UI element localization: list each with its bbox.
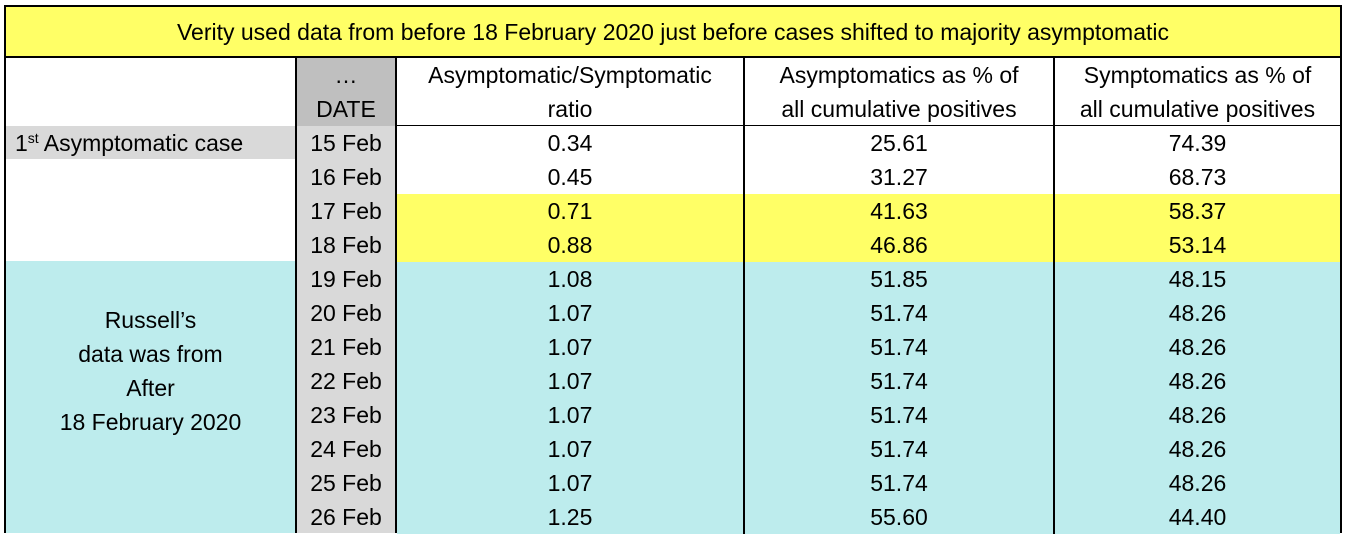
table-row: 0.34 25.61 74.39 xyxy=(397,126,1340,160)
ratio-cell: 1.08 xyxy=(397,262,745,296)
ratio-cell: 1.07 xyxy=(397,296,745,330)
symptomatic-percent-cell: 74.39 xyxy=(1055,126,1340,160)
date-header-ellipsis: … xyxy=(334,62,358,88)
symptomatic-percent-cell: 53.14 xyxy=(1055,228,1340,262)
symptomatic-percent-cell: 48.15 xyxy=(1055,262,1340,296)
date-column-header: … DATE xyxy=(297,58,395,126)
header-asym-line2: all cumulative positives xyxy=(781,96,1017,122)
asymptomatic-percent-cell: 31.27 xyxy=(745,160,1055,194)
header-sym-line2: all cumulative positives xyxy=(1079,96,1316,122)
russell-note-line: Russell’s xyxy=(104,307,197,333)
symptomatic-percent-cell: 58.37 xyxy=(1055,194,1340,228)
russell-note-line: After xyxy=(126,375,175,401)
date-cell: 24 Feb xyxy=(310,436,382,462)
ratio-cell: 1.07 xyxy=(397,364,745,398)
ratio-cell: 1.07 xyxy=(397,398,745,432)
table-row: 1.08 51.85 48.15 xyxy=(397,262,1340,296)
asymptomatic-percent-cell: 51.74 xyxy=(745,466,1055,500)
ratio-cell: 0.45 xyxy=(397,160,745,194)
date-cell: 21 Feb xyxy=(310,334,382,360)
ratio-cell: 0.34 xyxy=(397,126,745,160)
first-asymptomatic-case-label: 1st Asymptomatic case xyxy=(6,126,295,160)
table-row: 1.07 51.74 48.26 xyxy=(397,364,1340,398)
first-case-number: 1 xyxy=(15,130,28,156)
asymptomatic-percent-cell: 51.74 xyxy=(745,330,1055,364)
russell-note-line: data was from xyxy=(78,341,223,367)
date-cell: 26 Feb xyxy=(310,504,382,530)
date-cell: 16 Feb xyxy=(310,164,382,190)
table-row: 1.25 55.60 44.40 xyxy=(397,500,1340,534)
date-cell: 25 Feb xyxy=(310,470,382,496)
asymptomatic-percent-cell: 55.60 xyxy=(745,500,1055,534)
symptomatic-percent-cell: 48.26 xyxy=(1055,330,1340,364)
date-cell: 15 Feb xyxy=(310,130,382,156)
asymptomatic-percent-cell: 41.63 xyxy=(745,194,1055,228)
asymptomatic-percent-cell: 51.74 xyxy=(745,398,1055,432)
table-banner-title: Verity used data from before 18 February… xyxy=(6,7,1340,58)
label-blank-area xyxy=(6,160,295,261)
symptomatic-percent-cell: 44.40 xyxy=(1055,500,1340,534)
symptomatic-percent-cell: 48.26 xyxy=(1055,296,1340,330)
ratio-cell: 1.07 xyxy=(397,466,745,500)
date-cell: 20 Feb xyxy=(310,300,382,326)
date-header-label: DATE xyxy=(316,96,376,122)
first-case-text: Asymptomatic case xyxy=(38,130,244,156)
asymptomatic-percent-cell: 25.61 xyxy=(745,126,1055,160)
date-cell: 23 Feb xyxy=(310,402,382,428)
asymptomatic-percent-cell: 51.74 xyxy=(745,364,1055,398)
header-ratio-line2: ratio xyxy=(547,96,593,122)
table-row: 1.07 51.74 48.26 xyxy=(397,466,1340,500)
table-row: 0.45 31.27 68.73 xyxy=(397,160,1340,194)
symptomatic-percent-cell: 48.26 xyxy=(1055,432,1340,466)
header-symptomatic-percent: Symptomatics as % of all cumulative posi… xyxy=(1055,58,1340,126)
date-cell: 22 Feb xyxy=(310,368,382,394)
data-table: Verity used data from before 18 February… xyxy=(4,5,1342,534)
date-column: … DATE 15 Feb 16 Feb 17 Feb 18 Feb 19 Feb 20 … xyxy=(295,58,397,533)
header-divider xyxy=(397,125,1340,126)
table-row: 1.07 51.74 48.26 xyxy=(397,296,1340,330)
ratio-cell: 1.07 xyxy=(397,432,745,466)
table-row: 0.88 46.86 53.14 xyxy=(397,228,1340,262)
table-row: 1.07 51.74 48.26 xyxy=(397,398,1340,432)
asymptomatic-percent-cell: 51.85 xyxy=(745,262,1055,296)
date-cell: 18 Feb xyxy=(310,232,382,258)
date-cell: 19 Feb xyxy=(310,266,382,292)
symptomatic-percent-cell: 48.26 xyxy=(1055,466,1340,500)
table-row: 1.07 51.74 48.26 xyxy=(397,330,1340,364)
date-cell: 17 Feb xyxy=(310,198,382,224)
header-ratio-line1: Asymptomatic/Symptomatic xyxy=(428,62,712,88)
symptomatic-percent-cell: 48.26 xyxy=(1055,364,1340,398)
russell-data-note: Russell’s data was from After 18 Februar… xyxy=(6,261,295,533)
symptomatic-percent-cell: 68.73 xyxy=(1055,160,1340,194)
ratio-cell: 1.25 xyxy=(397,500,745,534)
russell-note-line: 18 February 2020 xyxy=(59,409,242,435)
asymptomatic-percent-cell: 51.74 xyxy=(745,296,1055,330)
symptomatic-percent-cell: 48.26 xyxy=(1055,398,1340,432)
header-asymptomatic-percent: Asymptomatics as % of all cumulative pos… xyxy=(745,58,1055,126)
table-row: 1.07 51.74 48.26 xyxy=(397,432,1340,466)
table-row: 0.71 41.63 58.37 xyxy=(397,194,1340,228)
header-ratio: Asymptomatic/Symptomatic ratio xyxy=(397,58,745,126)
header-asym-line1: Asymptomatics as % of xyxy=(779,62,1019,88)
ratio-cell: 1.07 xyxy=(397,330,745,364)
header-sym-line1: Symptomatics as % of xyxy=(1083,62,1312,88)
ratio-cell: 0.71 xyxy=(397,194,745,228)
ratio-cell: 0.88 xyxy=(397,228,745,262)
asymptomatic-percent-cell: 46.86 xyxy=(745,228,1055,262)
first-case-ordinal-suffix: st xyxy=(27,130,39,146)
asymptomatic-percent-cell: 51.74 xyxy=(745,432,1055,466)
